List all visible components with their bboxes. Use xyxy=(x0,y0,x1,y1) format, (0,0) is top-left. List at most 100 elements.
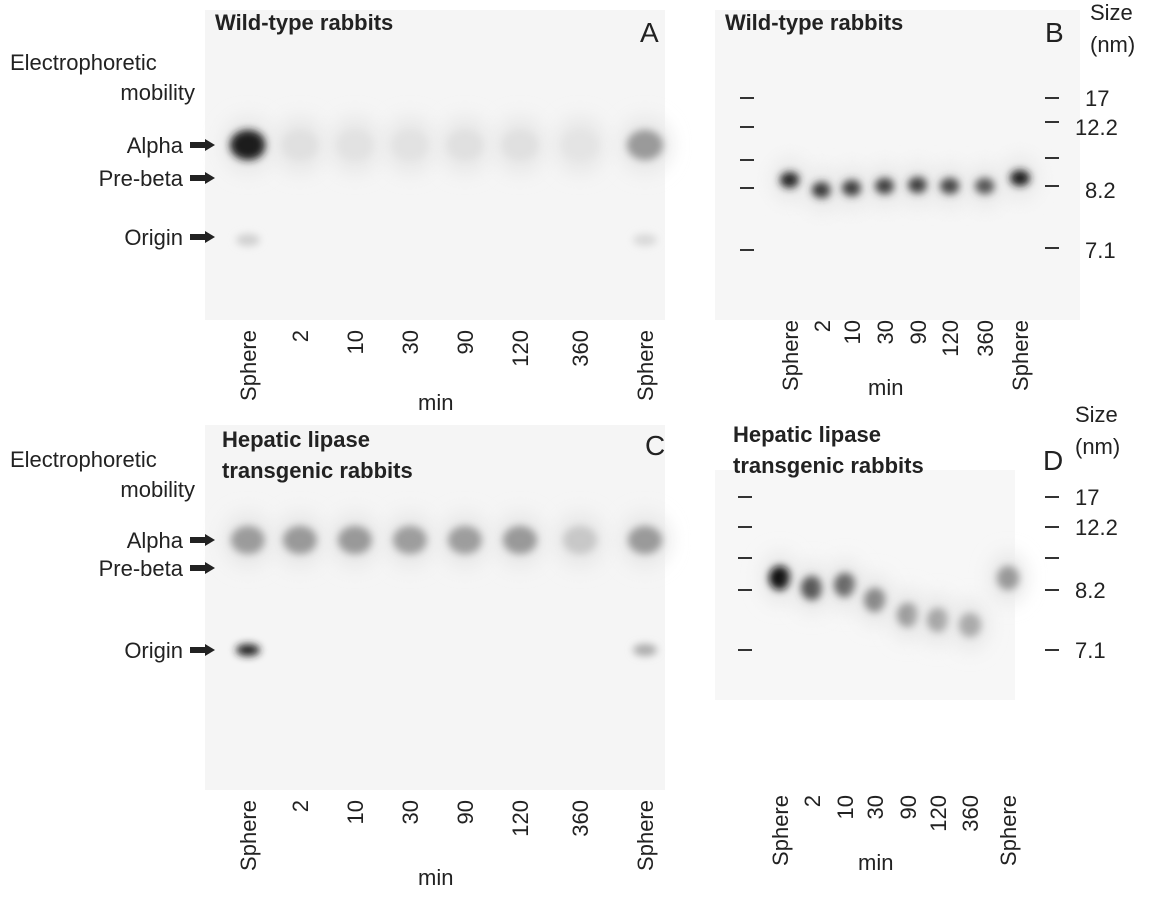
lane-label: 90 xyxy=(453,330,478,354)
figure: Wild-type rabbitsASphere2103090120360Sph… xyxy=(0,0,1157,897)
band-label: Origin xyxy=(124,638,183,663)
gel-spot xyxy=(875,178,895,194)
gel-spot xyxy=(337,130,373,160)
panel-title: transgenic rabbits xyxy=(733,453,924,478)
panel-title: Hepatic lipase xyxy=(222,427,370,452)
panel-title: Hepatic lipase xyxy=(733,422,881,447)
gel-spot xyxy=(563,526,597,554)
lane-label: Sphere xyxy=(768,795,793,866)
lane-label: Sphere xyxy=(1008,320,1033,391)
lane-label: 10 xyxy=(833,795,858,819)
size-marker: 8.2 xyxy=(1075,578,1106,603)
axis-label: min xyxy=(418,865,453,890)
mobility-heading: Electrophoretic xyxy=(10,447,157,472)
lane-label: 30 xyxy=(863,795,888,819)
panel-letter: D xyxy=(1043,445,1063,476)
band-label: Pre-beta xyxy=(99,166,184,191)
panel-letter: C xyxy=(645,430,665,461)
lane-label: 120 xyxy=(508,330,533,367)
lane-label: 2 xyxy=(810,320,835,332)
size-heading: (nm) xyxy=(1090,32,1135,57)
gel-spot xyxy=(633,234,657,246)
size-heading: (nm) xyxy=(1075,434,1120,459)
panel-title: Wild-type rabbits xyxy=(215,10,393,35)
gel-spot xyxy=(975,178,995,194)
gel-spot xyxy=(780,172,800,188)
band-label: Alpha xyxy=(127,528,184,553)
lane-label: 30 xyxy=(398,800,423,824)
lane-label: Sphere xyxy=(236,330,261,401)
gel-spot xyxy=(231,526,265,554)
gel-spot xyxy=(230,130,266,160)
mobility-heading: Electrophoretic xyxy=(10,50,157,75)
gel-spot xyxy=(908,177,928,193)
panel-letter: B xyxy=(1045,17,1064,48)
gel-spot xyxy=(769,566,791,590)
band-label: Pre-beta xyxy=(99,556,184,581)
axis-label: min xyxy=(418,390,453,415)
lane-label: Sphere xyxy=(236,800,261,871)
gel-spot xyxy=(897,603,919,627)
size-marker: 17 xyxy=(1075,485,1099,510)
gel-spot xyxy=(927,608,949,632)
lane-label: 360 xyxy=(568,800,593,837)
size-marker: 12.2 xyxy=(1075,515,1118,540)
lane-label: 30 xyxy=(873,320,898,344)
lane-label: 120 xyxy=(926,795,951,832)
lane-label: 90 xyxy=(453,800,478,824)
mobility-heading: mobility xyxy=(120,80,195,105)
lane-label: 360 xyxy=(958,795,983,832)
gel-spot xyxy=(283,526,317,554)
panel-title: Wild-type rabbits xyxy=(725,10,903,35)
lane-label: 120 xyxy=(938,320,963,357)
size-marker: 8.2 xyxy=(1085,178,1116,203)
lane-label: Sphere xyxy=(633,800,658,871)
lane-label: 360 xyxy=(973,320,998,357)
panel-title: transgenic rabbits xyxy=(222,458,413,483)
axis-label: min xyxy=(858,850,893,875)
lane-label: 10 xyxy=(343,800,368,824)
band-label: Origin xyxy=(124,225,183,250)
gel-spot xyxy=(236,234,260,246)
size-marker: 12.2 xyxy=(1075,115,1118,140)
lane-label: 90 xyxy=(906,320,931,344)
gel-spot xyxy=(392,130,428,160)
gel-spot xyxy=(842,180,862,196)
gel-spot xyxy=(940,178,960,194)
gel-spot xyxy=(338,526,372,554)
gel-spot xyxy=(834,573,856,597)
gel-spot xyxy=(812,182,832,198)
size-heading: Size xyxy=(1075,402,1118,427)
gel-spot xyxy=(997,566,1019,590)
gel-spot xyxy=(393,526,427,554)
gel-spot xyxy=(502,130,538,160)
gel-spot xyxy=(562,130,598,160)
lane-label: 10 xyxy=(343,330,368,354)
gel-spot xyxy=(633,644,657,656)
gel-spot xyxy=(864,588,886,612)
size-marker: 7.1 xyxy=(1085,238,1116,263)
band-label: Alpha xyxy=(127,133,184,158)
axis-label: min xyxy=(868,375,903,400)
gel-spot xyxy=(959,613,981,637)
gel-spot xyxy=(448,526,482,554)
gel-spot xyxy=(1010,170,1030,186)
lane-label: 120 xyxy=(508,800,533,837)
lane-label: Sphere xyxy=(996,795,1021,866)
lane-label: Sphere xyxy=(778,320,803,391)
lane-label: Sphere xyxy=(633,330,658,401)
gel-spot xyxy=(236,644,260,656)
size-heading: Size xyxy=(1090,0,1133,25)
size-marker: 7.1 xyxy=(1075,638,1106,663)
gel-spot xyxy=(628,526,662,554)
mobility-heading: mobility xyxy=(120,477,195,502)
panel-letter: A xyxy=(640,17,659,48)
gel-spot xyxy=(447,130,483,160)
lane-label: 2 xyxy=(800,795,825,807)
lane-label: 90 xyxy=(896,795,921,819)
gel-spot xyxy=(801,576,823,600)
lane-label: 30 xyxy=(398,330,423,354)
lane-label: 2 xyxy=(288,800,313,812)
gel-spot xyxy=(627,130,663,160)
gel-spot xyxy=(282,130,318,160)
